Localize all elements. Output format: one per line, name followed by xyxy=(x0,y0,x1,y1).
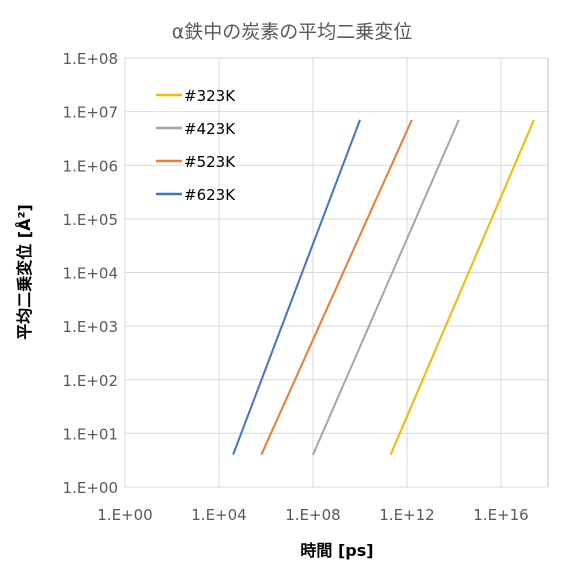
legend-label: #623K xyxy=(184,186,236,204)
chart-title: α鉄中の炭素の平均二乗変位 xyxy=(172,21,413,43)
x-tick-label: 1.E+12 xyxy=(379,506,434,524)
y-tick-label: 1.E+01 xyxy=(63,425,118,443)
y-tick-label: 1.E+03 xyxy=(63,318,118,336)
x-tick-label: 1.E+08 xyxy=(285,506,340,524)
y-tick-label: 1.E+04 xyxy=(63,265,118,283)
series-line-323K xyxy=(389,119,535,456)
legend: #323K #423K #523K #623K xyxy=(156,87,236,204)
x-tick-label: 1.E+00 xyxy=(97,506,152,524)
x-tick-label: 1.E+16 xyxy=(473,506,528,524)
y-tick-label: 1.E+07 xyxy=(63,104,118,122)
series-lines xyxy=(232,119,535,456)
x-axis-tick-labels: 1.E+00 1.E+04 1.E+08 1.E+12 1.E+16 xyxy=(97,506,528,524)
x-axis-title: 時間 [ps] xyxy=(300,541,373,560)
y-axis-title: 平均二乗変位 [Å²] xyxy=(15,204,34,340)
legend-label: #323K xyxy=(184,87,236,105)
x-tick-label: 1.E+04 xyxy=(191,506,246,524)
y-tick-label: 1.E+08 xyxy=(63,50,118,68)
series-line-423K xyxy=(312,119,460,456)
y-tick-label: 1.E+06 xyxy=(63,157,118,175)
series-line-523K xyxy=(260,119,413,456)
y-tick-label: 1.E+05 xyxy=(63,211,118,229)
legend-label: #523K xyxy=(184,153,236,171)
y-axis-tick-labels: 1.E+00 1.E+01 1.E+02 1.E+03 1.E+04 1.E+05 1.E+… xyxy=(63,50,118,497)
series-line-623K xyxy=(232,119,361,456)
legend-label: #423K xyxy=(184,120,236,138)
y-tick-label: 1.E+00 xyxy=(63,479,118,497)
y-tick-label: 1.E+02 xyxy=(63,372,118,390)
